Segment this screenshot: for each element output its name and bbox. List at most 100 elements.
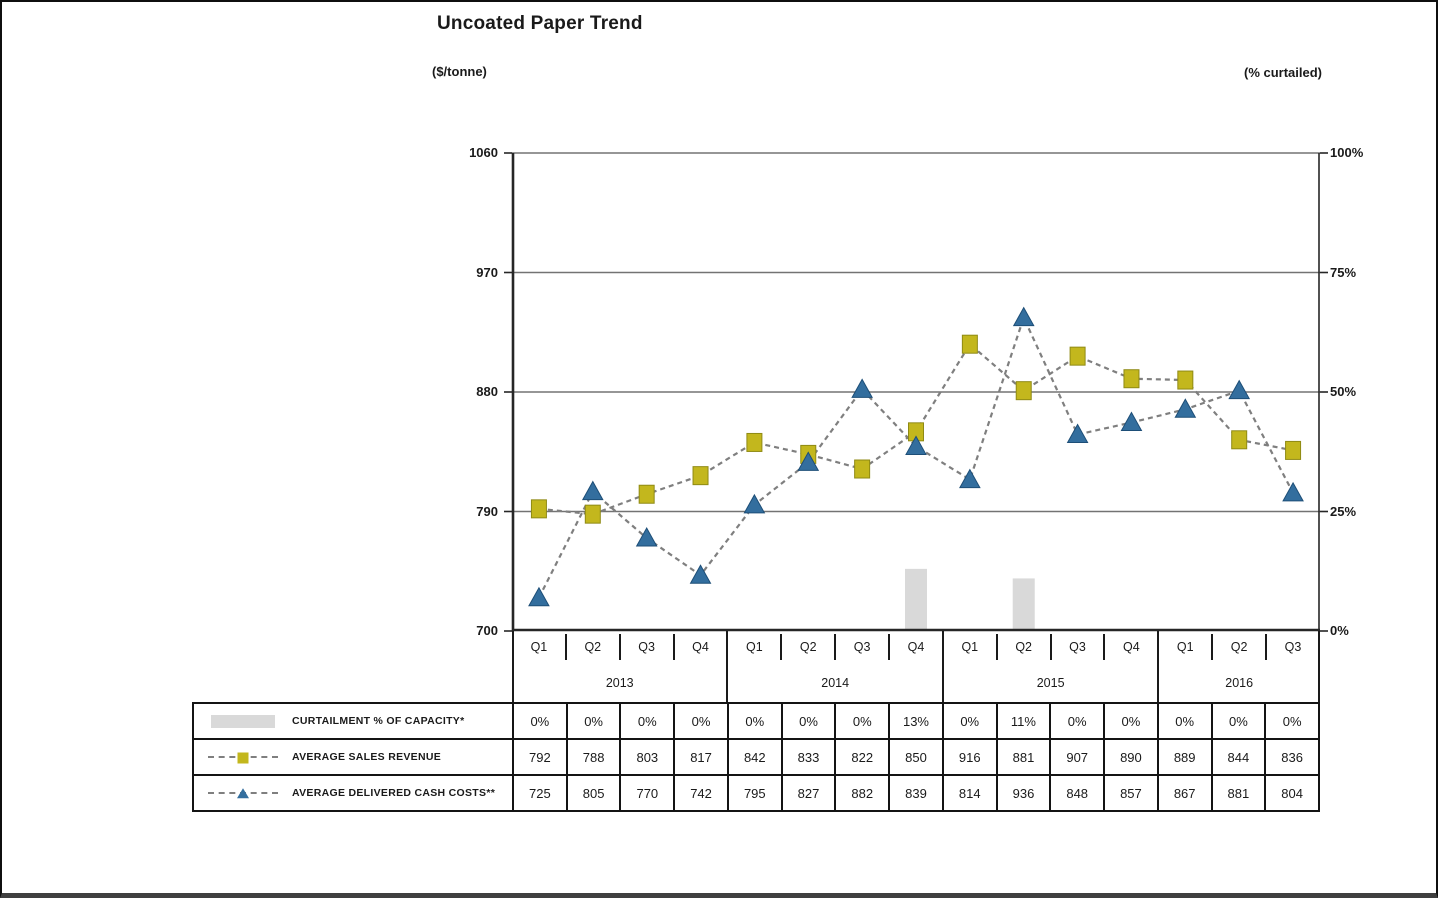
right-axis-tick-label: 0% — [1330, 623, 1349, 638]
table-value-cell: 857 — [1105, 776, 1159, 812]
table-value-cell: 795 — [728, 776, 783, 812]
table-value-cell: 770 — [621, 776, 676, 812]
table-value-cell: 907 — [1051, 740, 1106, 776]
cash-costs-marker — [528, 586, 550, 607]
quarter-label: Q3 — [835, 631, 891, 663]
quarter-label: Q1 — [512, 631, 567, 663]
quarter-label: Q2 — [1212, 631, 1268, 663]
quarter-label: Q4 — [907, 640, 925, 654]
quarter-separator — [618, 634, 621, 660]
year-label: 2014 — [821, 675, 850, 690]
table-value-cell: 0% — [728, 704, 783, 740]
table-value-cell: 889 — [1158, 740, 1213, 776]
left-axis-unit-label: ($/tonne) — [432, 64, 487, 79]
table-value-cell: 803 — [621, 740, 676, 776]
year-group-divider — [512, 631, 514, 702]
sales-revenue-marker — [1015, 381, 1032, 401]
table-value-cell: 822 — [836, 740, 891, 776]
quarter-label: Q1 — [943, 631, 998, 663]
table-value-cell: 0% — [1158, 704, 1213, 740]
cash-costs-marker — [1174, 398, 1197, 418]
table-value-cell: 0% — [1266, 704, 1320, 740]
quarter-separator — [564, 634, 567, 660]
table-value-cell: 848 — [1051, 776, 1106, 812]
quarter-separator — [995, 634, 998, 660]
quarter-label: Q3 — [1284, 640, 1302, 654]
legend-label: CURTAILMENT % OF CAPACITY* — [292, 715, 465, 727]
table-value-cell: 844 — [1212, 740, 1267, 776]
table-value-cell: 0% — [836, 704, 891, 740]
sales-revenue-marker — [854, 459, 871, 479]
quarter-label: Q4 — [692, 640, 709, 654]
legend-label: AVERAGE SALES REVENUE — [292, 751, 442, 763]
table-value-cell: 0% — [675, 704, 729, 740]
sales-revenue-marker — [961, 334, 978, 354]
year-group-divider — [1157, 631, 1160, 702]
quarter-label: Q2 — [997, 631, 1052, 663]
year-label: 2013 — [605, 675, 634, 690]
table-value-cell: 792 — [514, 740, 568, 776]
table-value-cell: 725 — [514, 776, 568, 812]
year-label: 2015 — [1036, 675, 1065, 690]
table-value-cell: 0% — [514, 704, 568, 740]
square-marker-icon — [237, 752, 249, 764]
table-value-cell: 842 — [728, 740, 783, 776]
sales-revenue-marker — [1069, 346, 1086, 366]
dashed-line-icon — [208, 752, 278, 764]
sales-revenue-swatch — [206, 752, 280, 764]
table-value-cell: 850 — [890, 740, 944, 776]
cash-costs-marker — [905, 435, 927, 455]
table-value-cell: 0% — [1105, 704, 1159, 740]
quarter-label: Q3 — [620, 631, 675, 663]
cash-costs-marker — [635, 527, 658, 547]
table-value-cell: 936 — [997, 776, 1052, 812]
table-value-cell: 814 — [943, 776, 998, 812]
table-value-cell: 836 — [1266, 740, 1320, 776]
cash-costs-marker — [743, 493, 766, 514]
quarter-separator — [672, 634, 675, 660]
chart-title: Uncoated Paper Trend — [437, 13, 643, 34]
legend-cell: AVERAGE DELIVERED CASH COSTS** — [194, 776, 514, 812]
table-value-cell: 742 — [675, 776, 729, 812]
curtailment-bar-swatch — [206, 714, 280, 728]
cash-costs-marker — [1120, 411, 1143, 432]
table-value-cell: 805 — [567, 776, 622, 812]
table-value-cell: 817 — [675, 740, 729, 776]
cash-costs-marker — [1066, 423, 1089, 443]
table-value-cell: 13% — [890, 704, 944, 740]
sales-revenue-marker — [1177, 370, 1194, 390]
table-value-cell: 0% — [1051, 704, 1106, 740]
cash-costs-marker — [797, 451, 820, 471]
legend-label: AVERAGE DELIVERED CASH COSTS** — [292, 787, 496, 799]
quarter-separator — [1049, 634, 1052, 660]
cash-costs-marker — [959, 468, 981, 489]
table-value-cell: 882 — [836, 776, 891, 812]
sales-revenue-marker — [1231, 430, 1248, 450]
dashed-line-icon — [208, 788, 278, 799]
table-value-cell: 0% — [1212, 704, 1267, 740]
legend-cell: CURTAILMENT % OF CAPACITY* — [194, 704, 514, 740]
table-value-cell: 881 — [997, 740, 1052, 776]
triangle-marker-icon — [237, 788, 249, 799]
year-row: 2013 2014 2015 2016 — [512, 663, 1320, 702]
year-group-divider — [726, 631, 729, 702]
cash-costs-marker — [1282, 481, 1304, 502]
quarter-label: Q4 — [1123, 640, 1140, 654]
quarter-separator — [1211, 634, 1214, 660]
table-value-cell: 11% — [997, 704, 1052, 740]
quarter-label: Q3 — [1051, 631, 1106, 663]
table-value-cell: 788 — [567, 740, 622, 776]
quarter-row: Q1 Q2 Q3 Q4 Q1 Q2 Q3 Q4 Q1 Q2 Q3 Q4 Q1 Q2 Q3 — [512, 631, 1320, 663]
right-axis-unit-label: (% curtailed) — [1243, 65, 1322, 80]
quarter-separator — [1103, 634, 1106, 660]
left-axis-tick-label: 700 — [476, 623, 498, 638]
quarter-label: Q2 — [781, 631, 837, 663]
quarter-separator — [780, 634, 783, 660]
cash-costs-marker — [851, 378, 873, 398]
table-value-cell: 916 — [943, 740, 998, 776]
quarter-label: Q1 — [1158, 631, 1214, 663]
table-value-cell: 0% — [943, 704, 998, 740]
series-line — [537, 314, 1295, 599]
year-group-divider — [1318, 631, 1320, 702]
